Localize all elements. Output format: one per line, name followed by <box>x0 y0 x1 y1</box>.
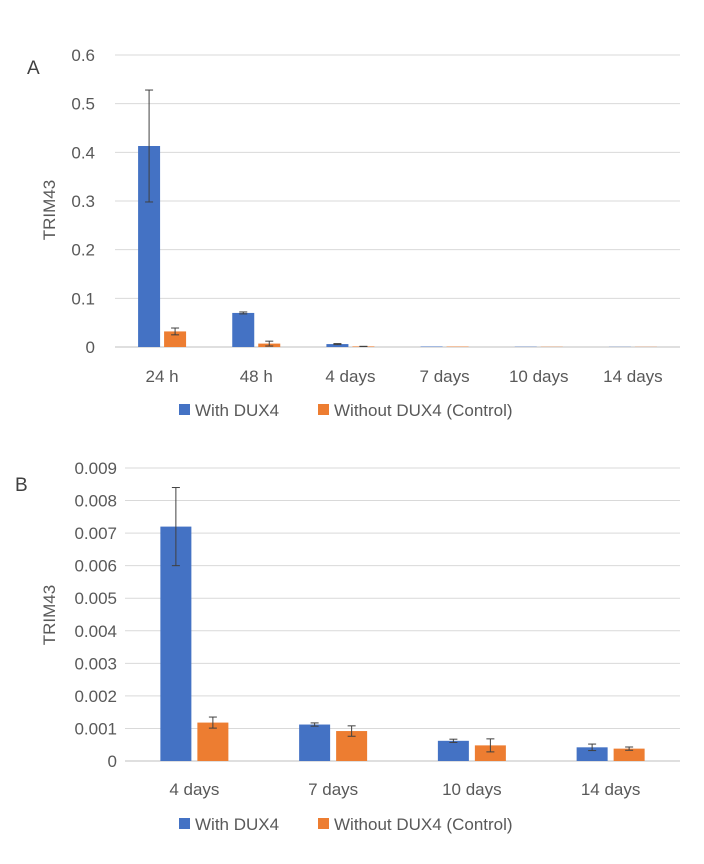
bar-without-dux4 <box>197 722 229 761</box>
y-tick-label: 0.002 <box>74 687 117 706</box>
x-tick-label: 10 days <box>509 367 569 386</box>
chart-panel-a: A 0 0.1 0.2 0.3 0.4 0.5 0.6 TRIM43 24 h 48 h 4 days… <box>27 46 680 420</box>
y-tick-label: 0 <box>86 338 95 357</box>
x-tick-label: 14 days <box>581 780 641 799</box>
y-axis-title: TRIM43 <box>40 180 59 240</box>
bar-with-dux4 <box>326 344 349 347</box>
x-tick-label: 48 h <box>240 367 273 386</box>
legend-label: With DUX4 <box>195 401 279 420</box>
legend-label: Without DUX4 (Control) <box>334 401 513 420</box>
y-axis-title: TRIM43 <box>40 585 59 645</box>
x-tick-label: 7 days <box>308 780 358 799</box>
y-tick-label: 0.1 <box>71 289 95 308</box>
y-tick-label: 0.004 <box>74 622 117 641</box>
bar-without-dux4 <box>613 748 645 761</box>
legend-marker <box>318 818 329 829</box>
legend-label: With DUX4 <box>195 815 279 834</box>
bar-with-dux4 <box>232 312 255 347</box>
legend-marker <box>318 404 329 415</box>
x-tick-label: 4 days <box>325 367 375 386</box>
panel-label: A <box>27 58 40 79</box>
bar-with-dux4 <box>299 724 331 761</box>
bar-without-dux4 <box>164 331 187 347</box>
panel-label: B <box>15 475 28 496</box>
legend-label: Without DUX4 (Control) <box>334 815 513 834</box>
y-tick-label: 0.009 <box>74 459 117 478</box>
y-tick-label: 0.001 <box>74 719 117 738</box>
y-tick-label: 0.008 <box>74 492 117 511</box>
bar-with-dux4 <box>138 146 161 347</box>
y-tick-label: 0.006 <box>74 557 117 576</box>
y-tick-label: 0.007 <box>74 524 117 543</box>
legend-marker <box>179 404 190 415</box>
y-tick-label: 0.3 <box>71 192 95 211</box>
x-tick-label: 14 days <box>603 367 663 386</box>
chart-panel-b: B 0 0.001 0.002 0.003 0.004 0.005 0.006 0.007 0.0… <box>15 459 680 834</box>
y-tick-label: 0.003 <box>74 654 117 673</box>
bar-with-dux4 <box>437 740 469 761</box>
y-tick-label: 0.6 <box>71 46 95 65</box>
bar-without-dux4 <box>474 745 506 761</box>
bar-with-dux4 <box>576 747 608 761</box>
x-tick-label: 24 h <box>146 367 179 386</box>
legend-marker <box>179 818 190 829</box>
y-tick-label: 0.2 <box>71 241 95 260</box>
x-tick-label: 4 days <box>169 780 219 799</box>
x-tick-label: 7 days <box>420 367 470 386</box>
y-tick-label: 0 <box>108 752 117 771</box>
x-tick-label: 10 days <box>442 780 502 799</box>
y-tick-label: 0.005 <box>74 589 117 608</box>
y-tick-label: 0.5 <box>71 95 95 114</box>
y-tick-label: 0.4 <box>71 143 95 162</box>
